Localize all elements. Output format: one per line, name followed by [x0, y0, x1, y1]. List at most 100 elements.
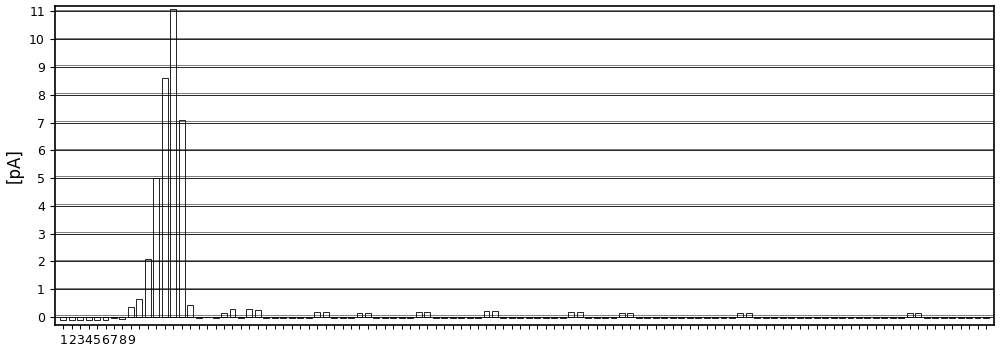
Bar [602, 317, 608, 318]
Bar [246, 309, 252, 317]
Bar [898, 317, 904, 318]
Bar [145, 259, 151, 317]
Bar [509, 317, 515, 318]
Bar [729, 317, 735, 318]
Bar [712, 317, 718, 318]
Bar [500, 317, 506, 318]
Bar [416, 312, 422, 317]
Bar [831, 317, 837, 318]
Bar [458, 317, 464, 318]
Bar [390, 317, 396, 318]
Bar [687, 317, 693, 318]
Bar [297, 317, 303, 318]
Bar [763, 317, 769, 318]
Bar [644, 317, 650, 318]
Bar [543, 317, 549, 318]
Bar [382, 317, 388, 318]
Bar [77, 317, 83, 321]
Bar [534, 317, 540, 318]
Bar [86, 317, 92, 320]
Bar [103, 317, 108, 320]
Bar [737, 313, 743, 317]
Bar [441, 317, 447, 318]
Bar [526, 317, 532, 318]
Bar [594, 317, 600, 318]
Bar [797, 317, 803, 318]
Bar [704, 317, 710, 318]
Bar [136, 299, 142, 317]
Bar [721, 317, 726, 318]
Bar [814, 317, 820, 318]
Bar [754, 317, 760, 318]
Bar [873, 317, 879, 318]
Bar [924, 317, 930, 318]
Bar [399, 317, 405, 318]
Bar [848, 317, 853, 318]
Bar [69, 317, 75, 320]
Bar [941, 317, 947, 318]
Bar [585, 317, 591, 318]
Bar [568, 312, 574, 317]
Bar [907, 313, 913, 317]
Bar [653, 317, 659, 318]
Bar [560, 317, 566, 318]
Bar [179, 120, 185, 317]
Bar [128, 307, 134, 317]
Bar [661, 317, 667, 318]
Bar [213, 317, 219, 318]
Bar [975, 317, 980, 318]
Bar [492, 311, 498, 317]
Bar [280, 317, 286, 318]
Bar [255, 310, 261, 317]
Bar [966, 317, 972, 318]
Bar [373, 317, 379, 318]
Bar [272, 317, 278, 318]
Bar [60, 317, 66, 321]
Bar [331, 317, 337, 318]
Bar [839, 317, 845, 318]
Bar [475, 317, 481, 318]
Bar [238, 317, 244, 318]
Bar [627, 313, 633, 317]
Bar [323, 311, 329, 317]
Bar [187, 305, 193, 317]
Bar [424, 312, 430, 317]
Bar [119, 317, 125, 319]
Bar [433, 317, 439, 318]
Bar [407, 317, 413, 318]
Bar [170, 8, 176, 317]
Bar [915, 313, 921, 317]
Bar [611, 317, 616, 318]
Bar [771, 317, 777, 318]
Bar [695, 317, 701, 318]
Bar [517, 317, 523, 318]
Bar [289, 317, 295, 318]
Y-axis label: [pA]: [pA] [6, 148, 24, 183]
Bar [263, 317, 269, 318]
Bar [357, 313, 362, 317]
Bar [467, 317, 473, 318]
Bar [805, 317, 811, 318]
Bar [306, 317, 312, 318]
Bar [983, 317, 989, 318]
Bar [314, 311, 320, 317]
Bar [949, 317, 955, 318]
Bar [890, 317, 896, 318]
Bar [230, 309, 235, 317]
Bar [670, 317, 676, 318]
Bar [864, 317, 870, 318]
Bar [551, 317, 557, 318]
Bar [365, 313, 371, 317]
Bar [162, 78, 168, 317]
Bar [348, 317, 354, 318]
Bar [746, 313, 752, 317]
Bar [153, 178, 159, 317]
Bar [881, 317, 887, 318]
Bar [111, 317, 117, 318]
Bar [221, 313, 227, 317]
Bar [94, 317, 100, 320]
Bar [932, 317, 938, 318]
Bar [822, 317, 828, 318]
Bar [780, 317, 786, 318]
Bar [484, 311, 489, 317]
